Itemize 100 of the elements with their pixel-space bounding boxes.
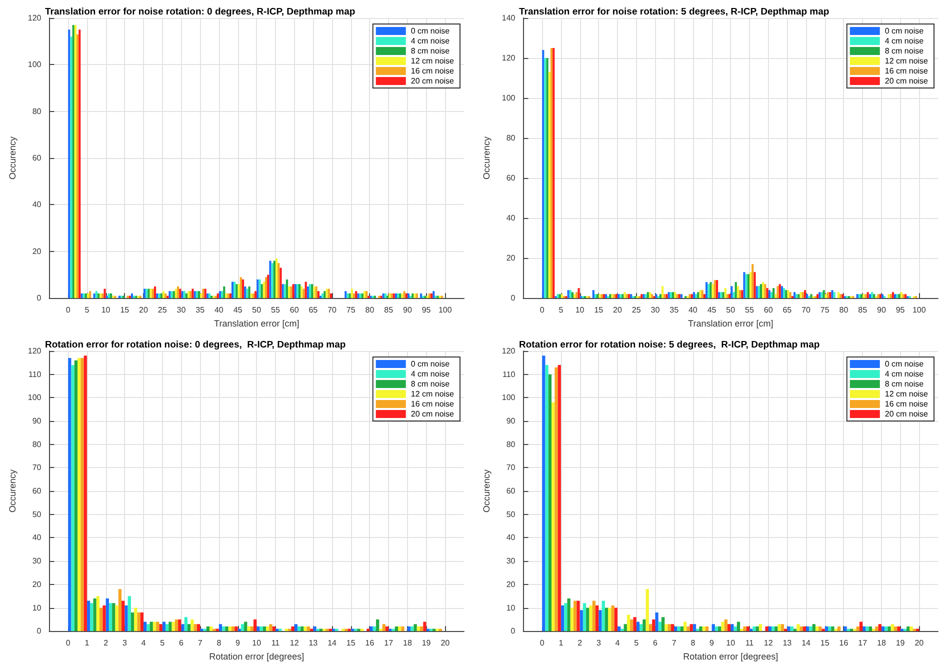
legend-label: 12 cm noise xyxy=(410,390,455,398)
x-tick-label: 5 xyxy=(84,306,90,315)
x-tick-label: 5 xyxy=(160,638,166,648)
x-tick-label: 12 xyxy=(764,638,774,648)
x-tick-label: 35 xyxy=(196,306,206,315)
chart-title: Rotation error for rotation noise: 5 degrees, R-ICP, Depthmap map xyxy=(519,340,820,350)
x-tick-label: 10 xyxy=(101,306,111,315)
y-tick-label: 90 xyxy=(32,416,42,426)
x-tick-label: 6 xyxy=(652,638,658,648)
legend-label: 20 cm noise xyxy=(410,410,455,418)
x-tick-label: 10 xyxy=(575,306,585,315)
x-tick-label: 3 xyxy=(596,638,602,648)
x-tick-label: 25 xyxy=(632,306,642,315)
x-tick-label: 95 xyxy=(896,306,906,315)
x-axis-title: Translation error [cm] xyxy=(688,318,774,328)
legend-label: 16 cm noise xyxy=(884,400,929,408)
y-tick-label: 10 xyxy=(506,603,516,612)
x-tick-label: 0 xyxy=(66,638,71,648)
y-axis-title: Occurency xyxy=(8,469,18,513)
x-tick-label: 15 xyxy=(594,306,604,315)
x-tick-label: 7 xyxy=(198,638,203,648)
legend-label: 0 cm noise xyxy=(410,26,450,36)
x-tick-label: 15 xyxy=(120,306,130,315)
y-tick-label: 0 xyxy=(36,626,42,636)
legend-label: 0 cm noise xyxy=(884,360,924,368)
y-tick-label: 10 xyxy=(32,603,42,612)
x-tick-label: 40 xyxy=(688,306,698,315)
y-tick-label: 20 xyxy=(32,246,42,256)
x-tick-label: 70 xyxy=(328,306,338,315)
y-tick-label: 0 xyxy=(510,294,516,303)
legend-label: 4 cm noise xyxy=(410,370,450,378)
y-tick-label: 120 xyxy=(28,346,42,356)
y-tick-label: 120 xyxy=(28,14,42,22)
legend-label: 16 cm noise xyxy=(410,400,455,408)
x-tick-label: 18 xyxy=(402,638,412,648)
x-tick-label: 17 xyxy=(858,638,868,648)
x-tick-label: 3 xyxy=(122,638,128,648)
x-axis-title: Rotation error [degrees] xyxy=(683,652,778,662)
x-tick-label: 40 xyxy=(214,306,224,315)
x-axis-title: Rotation error [degrees] xyxy=(209,652,304,662)
x-tick-label: 80 xyxy=(365,306,375,315)
y-tick-label: 80 xyxy=(32,106,42,116)
x-tick-label: 9 xyxy=(236,638,241,648)
x-tick-label: 100 xyxy=(438,306,452,315)
x-tick-label: 25 xyxy=(158,306,168,315)
x-tick-label: 17 xyxy=(384,638,394,648)
chart-title: Translation error for noise rotation: 5 degrees, R-ICP, Depthmap map xyxy=(519,6,830,18)
x-tick-label: 11 xyxy=(271,638,280,648)
x-tick-label: 65 xyxy=(782,306,792,315)
y-tick-label: 40 xyxy=(32,200,42,210)
x-tick-label: 8 xyxy=(216,638,222,648)
x-tick-label: 75 xyxy=(820,306,830,315)
x-tick-label: 50 xyxy=(252,306,262,315)
y-tick-label: 100 xyxy=(28,393,42,402)
x-tick-label: 20 xyxy=(613,306,623,315)
legend-label: 0 cm noise xyxy=(884,26,924,36)
x-tick-label: 8 xyxy=(690,638,696,648)
x-tick-label: 16 xyxy=(365,638,375,648)
y-tick-label: 30 xyxy=(32,556,42,566)
y-tick-label: 100 xyxy=(28,60,42,70)
y-tick-label: 110 xyxy=(502,370,516,379)
y-tick-label: 60 xyxy=(506,486,516,496)
x-tick-label: 35 xyxy=(670,306,680,315)
x-tick-label: 30 xyxy=(176,306,186,315)
x-tick-label: 20 xyxy=(440,638,450,648)
x-tick-label: 16 xyxy=(839,638,849,648)
legend-label: 16 cm noise xyxy=(410,66,455,76)
x-tick-label: 12 xyxy=(290,638,300,648)
legend-label: 8 cm noise xyxy=(410,46,450,56)
legend-label: 8 cm noise xyxy=(410,380,450,388)
x-tick-label: 85 xyxy=(384,306,394,315)
y-tick-label: 100 xyxy=(502,393,516,402)
legend-label: 12 cm noise xyxy=(884,56,929,66)
y-tick-label: 20 xyxy=(506,254,516,263)
x-tick-label: 20 xyxy=(914,638,924,648)
x-tick-label: 0 xyxy=(540,638,545,648)
y-tick-label: 80 xyxy=(506,440,516,449)
x-tick-label: 85 xyxy=(858,306,868,315)
y-tick-label: 80 xyxy=(32,440,42,449)
y-tick-label: 0 xyxy=(36,294,42,303)
x-tick-label: 2 xyxy=(104,638,109,648)
y-tick-label: 80 xyxy=(506,134,516,143)
legend-label: 12 cm noise xyxy=(884,390,929,398)
x-tick-label: 9 xyxy=(710,638,715,648)
y-tick-label: 20 xyxy=(32,580,42,589)
x-tick-label: 13 xyxy=(782,638,792,648)
y-tick-label: 60 xyxy=(506,174,516,183)
x-tick-label: 10 xyxy=(726,638,736,648)
x-tick-label: 7 xyxy=(672,638,677,648)
y-tick-label: 120 xyxy=(502,346,516,356)
x-tick-label: 60 xyxy=(764,306,774,315)
y-tick-label: 70 xyxy=(506,463,516,472)
y-axis-title: Occurency xyxy=(482,136,492,180)
x-tick-label: 10 xyxy=(252,638,262,648)
x-tick-label: 1 xyxy=(558,638,564,648)
y-tick-label: 40 xyxy=(32,533,42,542)
x-tick-label: 95 xyxy=(422,306,432,315)
x-tick-label: 4 xyxy=(141,638,146,648)
x-tick-label: 20 xyxy=(139,306,149,315)
y-tick-label: 0 xyxy=(510,626,516,636)
